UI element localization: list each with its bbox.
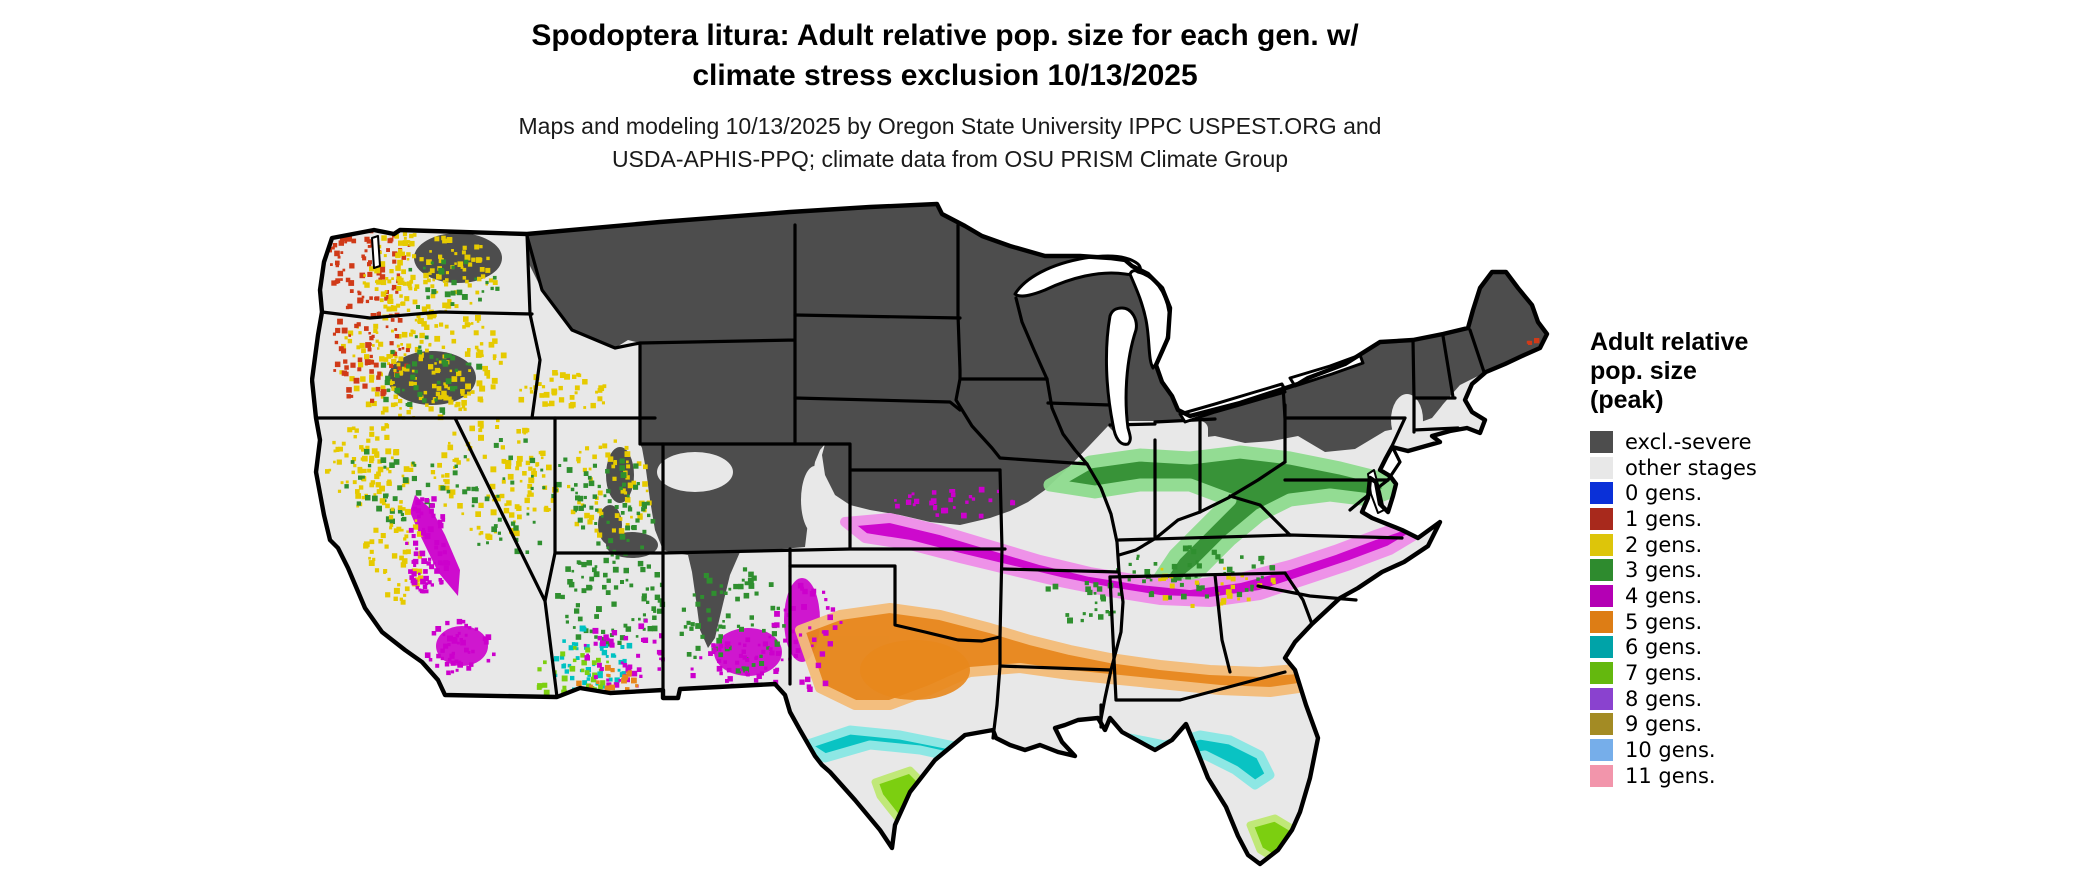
legend-item-9: 7 gens. — [1590, 660, 1850, 686]
us-map-svg — [309, 201, 1550, 880]
band-3-gens — [1043, 445, 1402, 597]
conus-outline — [309, 201, 1550, 867]
legend-label-3: 1 gens. — [1625, 506, 1703, 531]
legend-swatch-3 — [1590, 507, 1613, 530]
dot-8-gens-keys-3 — [1280, 871, 1285, 876]
speckles-wa-yellow — [362, 225, 498, 316]
speckles-ca-central-yellow — [363, 498, 424, 605]
speckles-nm-green — [679, 567, 786, 674]
dot-8-gens-keys-1 — [1256, 872, 1262, 877]
legend-label-8: 6 gens. — [1625, 635, 1703, 660]
legend-swatch-6 — [1590, 584, 1613, 607]
legend-item-11: 9 gens. — [1590, 712, 1850, 738]
legend-item-13: 11 gens. — [1590, 763, 1850, 789]
legend-swatch-10 — [1590, 687, 1613, 710]
legend-label-5: 3 gens. — [1625, 558, 1703, 583]
legend-swatch-9 — [1590, 662, 1613, 685]
subtitle-line-1: Maps and modeling 10/13/2025 by Oregon S… — [518, 113, 1382, 139]
legend-item-8: 6 gens. — [1590, 635, 1850, 661]
legend-items: excl.-severe other stages 0 gens. 1 gens. 2 … — [1590, 429, 1850, 789]
region-excluded-severe — [527, 204, 1547, 648]
legend-label-7: 5 gens. — [1625, 609, 1703, 634]
light-patch-co-plain — [801, 466, 829, 534]
legend-label-0: excl.-severe — [1625, 429, 1752, 454]
page-title-line-1: Spodoptera litura: Adult relative pop. s… — [531, 19, 1359, 52]
legend-label-13: 11 gens. — [1625, 763, 1716, 788]
legend-label-9: 7 gens. — [1625, 661, 1703, 686]
dot-8-gens-keys-2 — [1268, 875, 1275, 880]
speckles-socal-magenta — [424, 618, 496, 676]
legend-item-4: 2 gens. — [1590, 532, 1850, 558]
title-block: Spodoptera litura: Adult relative pop. s… — [0, 16, 1890, 96]
speckles-nv-green — [440, 438, 577, 555]
speckles-wa-green — [408, 259, 500, 309]
legend-label-6: 4 gens. — [1625, 583, 1703, 608]
puget-sound — [371, 235, 381, 269]
lake-michigan — [1104, 306, 1138, 446]
legend-item-1: other stages — [1590, 455, 1850, 481]
legend-label-10: 8 gens. — [1625, 686, 1703, 711]
legend-swatch-2 — [1590, 482, 1613, 505]
speckles-id-snake-yellow — [518, 370, 607, 409]
light-patch-co-wy — [657, 452, 733, 492]
legend-item-6: 4 gens. — [1590, 583, 1850, 609]
speckles-or-yellow — [339, 299, 507, 421]
legend-item-2: 0 gens. — [1590, 480, 1850, 506]
legend-label-12: 10 gens. — [1625, 738, 1716, 763]
legend-swatch-1 — [1590, 456, 1613, 479]
legend-item-3: 1 gens. — [1590, 506, 1850, 532]
legend: Adult relative pop. size (peak) excl.-se… — [1590, 328, 1850, 789]
legend-swatch-13 — [1590, 764, 1613, 787]
legend-label-4: 2 gens. — [1625, 532, 1703, 557]
speckles-ca-sierra-magenta — [405, 496, 451, 594]
speckles-ks-magenta — [894, 486, 1016, 519]
state-borders — [314, 223, 1486, 740]
legend-item-12: 10 gens. — [1590, 737, 1850, 763]
legend-swatch-7 — [1590, 610, 1613, 633]
speckles-or-green — [380, 335, 483, 415]
legend-swatch-5 — [1590, 559, 1613, 582]
legend-item-0: excl.-severe — [1590, 429, 1850, 455]
light-patch-mi-south — [1116, 421, 1208, 445]
us-risk-map — [309, 200, 1560, 890]
speckles-az-green — [555, 549, 666, 647]
legend-title-line-3: (peak) — [1590, 386, 1664, 414]
legend-swatch-8 — [1590, 636, 1613, 659]
legend-label-1: other stages — [1625, 455, 1757, 480]
legend-item-5: 3 gens. — [1590, 557, 1850, 583]
legend-swatch-11 — [1590, 713, 1613, 736]
legend-item-7: 5 gens. — [1590, 609, 1850, 635]
subtitle-block: Maps and modeling 10/13/2025 by Oregon S… — [0, 110, 1900, 176]
legend-label-11: 9 gens. — [1625, 712, 1703, 737]
band-4-gens-nm — [714, 628, 782, 676]
page-title-line-2: climate stress exclusion 10/13/2025 — [692, 59, 1198, 92]
band-5-gens-tx-core — [860, 640, 970, 700]
legend-label-2: 0 gens. — [1625, 481, 1703, 506]
legend-item-10: 8 gens. — [1590, 686, 1850, 712]
legend-swatch-0 — [1590, 430, 1613, 453]
speckles-ut-green — [573, 458, 656, 560]
subtitle-line-2: USDA-APHIS-PPQ; climate data from OSU PR… — [611, 146, 1289, 172]
legend-swatch-4 — [1590, 533, 1613, 556]
legend-title: Adult relative pop. size (peak) — [1590, 328, 1850, 415]
legend-swatch-12 — [1590, 739, 1613, 762]
legend-title-line-2: pop. size — [1590, 357, 1697, 385]
legend-title-line-1: Adult relative — [1590, 328, 1749, 356]
